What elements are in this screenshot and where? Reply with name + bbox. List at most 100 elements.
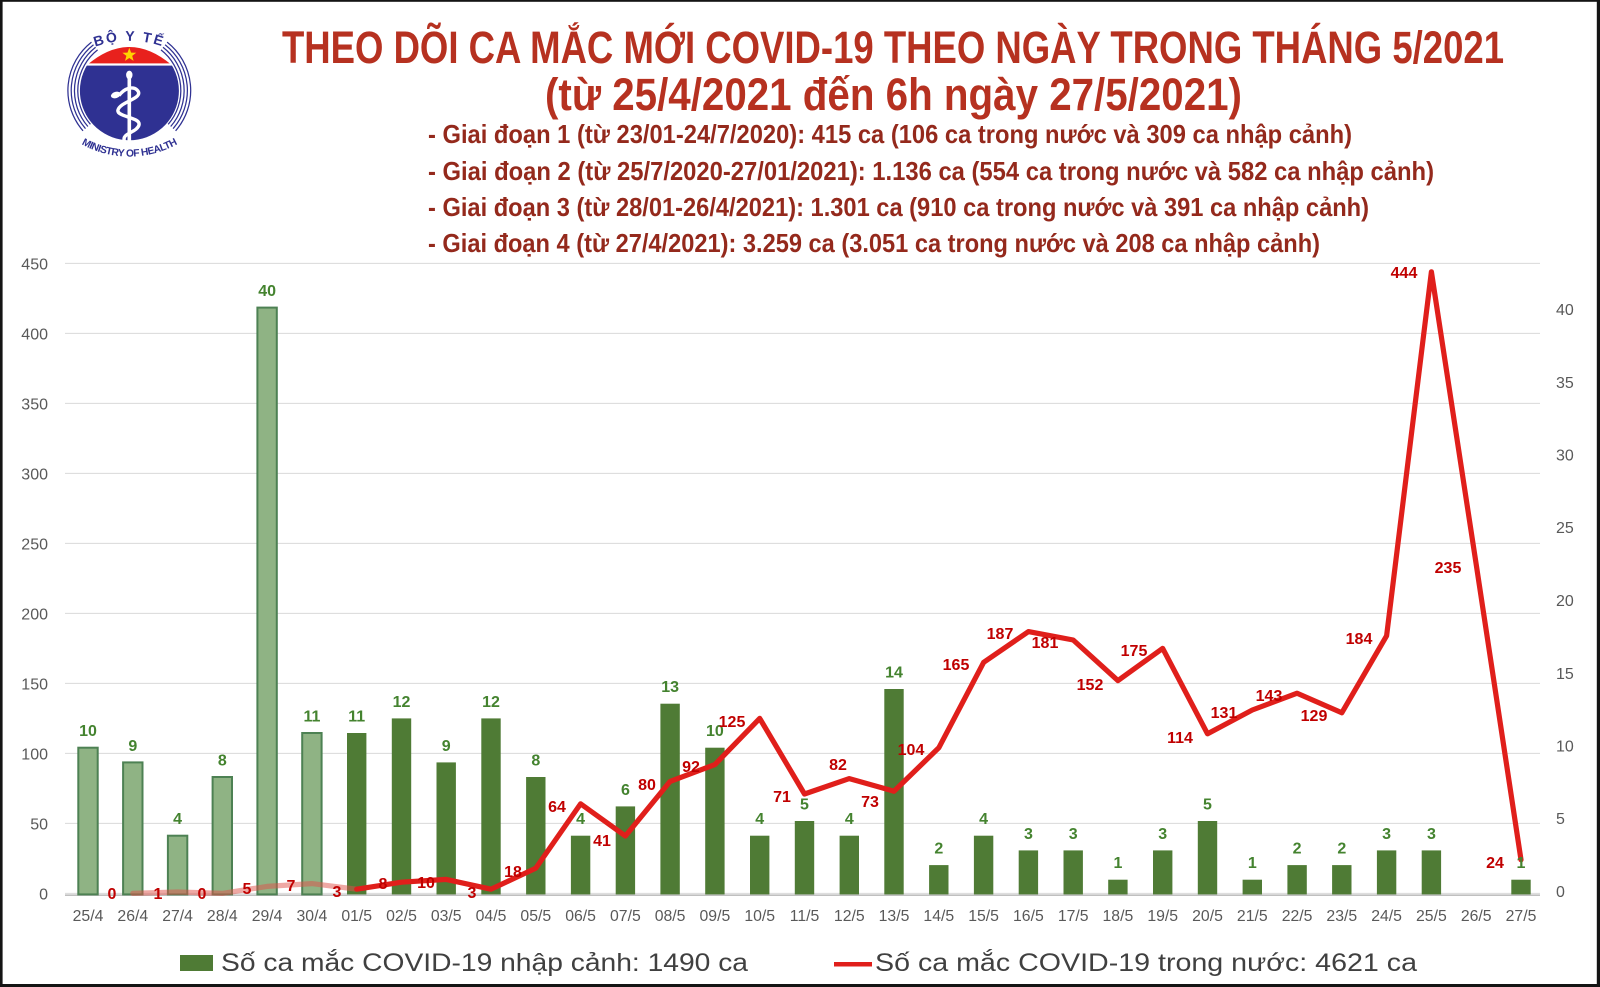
svg-text:3: 3 — [333, 884, 342, 901]
svg-text:- Giai đoạn 2 (từ 25/7/2020-27: - Giai đoạn 2 (từ 25/7/2020-27/01/2021):… — [428, 156, 1434, 186]
svg-text:8: 8 — [379, 876, 388, 893]
svg-text:2: 2 — [1293, 841, 1302, 858]
svg-text:71: 71 — [773, 789, 791, 806]
svg-text:18/5: 18/5 — [1103, 908, 1134, 925]
svg-text:30/4: 30/4 — [297, 908, 328, 925]
svg-text:- Giai đoạn 1 (từ 23/01-24/7/2: - Giai đoạn 1 (từ 23/01-24/7/2020): 415 … — [428, 119, 1352, 149]
svg-text:13: 13 — [661, 679, 679, 696]
svg-text:131: 131 — [1211, 705, 1238, 722]
svg-text:8: 8 — [531, 752, 540, 769]
svg-text:175: 175 — [1121, 643, 1148, 660]
svg-text:400: 400 — [21, 326, 48, 343]
svg-text:08/5: 08/5 — [655, 908, 686, 925]
svg-text:181: 181 — [1032, 635, 1059, 652]
svg-text:05/5: 05/5 — [520, 908, 551, 925]
svg-text:07/5: 07/5 — [610, 908, 641, 925]
svg-text:152: 152 — [1077, 677, 1104, 694]
svg-text:80: 80 — [638, 777, 656, 794]
svg-text:11: 11 — [348, 708, 365, 725]
svg-text:06/5: 06/5 — [565, 908, 596, 925]
svg-text:184: 184 — [1346, 631, 1373, 648]
svg-text:6: 6 — [621, 782, 630, 799]
svg-text:Số ca mắc COVID-19 nhập cảnh:: Số ca mắc COVID-19 nhập cảnh: 1490 ca — [221, 948, 748, 977]
svg-text:12: 12 — [482, 694, 500, 711]
svg-text:0: 0 — [39, 886, 48, 903]
svg-text:4: 4 — [173, 811, 182, 828]
svg-text:14: 14 — [885, 664, 903, 681]
svg-text:40: 40 — [258, 283, 276, 300]
svg-text:143: 143 — [1256, 688, 1283, 705]
svg-text:3: 3 — [1427, 826, 1436, 843]
svg-text:19/5: 19/5 — [1147, 908, 1178, 925]
svg-text:27/5: 27/5 — [1506, 908, 1537, 925]
svg-text:22/5: 22/5 — [1282, 908, 1313, 925]
svg-text:3: 3 — [1069, 826, 1078, 843]
svg-text:50: 50 — [30, 816, 48, 833]
svg-text:300: 300 — [21, 466, 48, 483]
svg-text:1: 1 — [1248, 855, 1257, 872]
svg-text:9: 9 — [442, 738, 451, 755]
svg-text:235: 235 — [1435, 560, 1462, 577]
svg-text:200: 200 — [21, 606, 48, 623]
svg-text:125: 125 — [719, 714, 746, 731]
svg-text:9: 9 — [128, 738, 137, 755]
svg-text:41: 41 — [593, 833, 611, 850]
svg-text:11: 11 — [303, 708, 320, 725]
svg-text:444: 444 — [1391, 265, 1418, 282]
svg-text:350: 350 — [21, 396, 48, 413]
svg-text:23/5: 23/5 — [1326, 908, 1357, 925]
svg-text:02/5: 02/5 — [386, 908, 417, 925]
svg-text:28/4: 28/4 — [207, 908, 238, 925]
svg-text:20/5: 20/5 — [1192, 908, 1223, 925]
svg-text:04/5: 04/5 — [476, 908, 507, 925]
svg-text:1: 1 — [1113, 855, 1122, 872]
svg-text:129: 129 — [1301, 708, 1328, 725]
svg-text:27/4: 27/4 — [162, 908, 193, 925]
svg-text:82: 82 — [829, 757, 847, 774]
svg-text:2: 2 — [1337, 841, 1346, 858]
svg-text:BỘ Y TẾ: BỘ Y TẾ — [91, 27, 167, 49]
svg-text:2: 2 — [934, 841, 943, 858]
svg-text:0: 0 — [108, 886, 117, 903]
svg-text:13/5: 13/5 — [879, 908, 910, 925]
svg-text:3: 3 — [468, 885, 477, 902]
svg-text:3: 3 — [1024, 826, 1033, 843]
svg-text:17/5: 17/5 — [1058, 908, 1089, 925]
svg-text:25/4: 25/4 — [73, 908, 104, 925]
svg-text:10: 10 — [417, 875, 435, 892]
svg-text:24/5: 24/5 — [1371, 908, 1402, 925]
svg-text:5: 5 — [800, 796, 809, 813]
svg-text:450: 450 — [21, 256, 48, 273]
svg-text:3: 3 — [1382, 826, 1391, 843]
svg-text:8: 8 — [218, 752, 227, 769]
svg-text:114: 114 — [1167, 730, 1193, 747]
svg-text:3: 3 — [1158, 826, 1167, 843]
svg-text:03/5: 03/5 — [431, 908, 462, 925]
svg-text:(từ 25/4/2021 đến 6h ngày 27/5: (từ 25/4/2021 đến 6h ngày 27/5/2021) — [545, 69, 1242, 120]
svg-text:30: 30 — [1556, 448, 1574, 465]
svg-text:5: 5 — [243, 881, 252, 898]
svg-text:150: 150 — [21, 676, 48, 693]
svg-text:187: 187 — [987, 626, 1014, 643]
svg-text:26/5: 26/5 — [1461, 908, 1492, 925]
svg-text:15: 15 — [1556, 666, 1574, 683]
svg-text:0: 0 — [1556, 884, 1565, 901]
svg-text:7: 7 — [287, 878, 296, 895]
svg-text:4: 4 — [845, 811, 854, 828]
svg-text:- Giai đoạn 4 (từ 27/4/2021):: - Giai đoạn 4 (từ 27/4/2021): 3.259 ca (… — [428, 228, 1320, 258]
svg-text:73: 73 — [861, 794, 879, 811]
svg-text:64: 64 — [548, 799, 566, 816]
svg-text:21/5: 21/5 — [1237, 908, 1268, 925]
svg-text:20: 20 — [1556, 593, 1574, 610]
svg-text:0: 0 — [198, 886, 207, 903]
svg-text:35: 35 — [1556, 375, 1574, 392]
svg-text:14/5: 14/5 — [923, 908, 954, 925]
svg-text:01/5: 01/5 — [341, 908, 372, 925]
svg-text:1: 1 — [1517, 855, 1526, 872]
svg-text:24: 24 — [1486, 855, 1504, 872]
svg-text:29/4: 29/4 — [252, 908, 283, 925]
svg-text:10: 10 — [79, 723, 97, 740]
svg-text:10/5: 10/5 — [744, 908, 775, 925]
svg-text:15/5: 15/5 — [968, 908, 999, 925]
svg-text:104: 104 — [898, 742, 925, 759]
